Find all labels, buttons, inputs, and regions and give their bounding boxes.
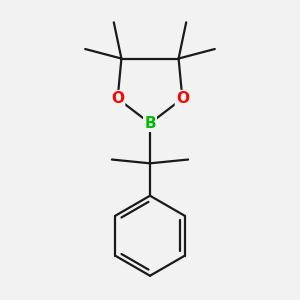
Text: O: O <box>111 91 124 106</box>
Text: O: O <box>176 91 189 106</box>
Text: B: B <box>144 116 156 131</box>
